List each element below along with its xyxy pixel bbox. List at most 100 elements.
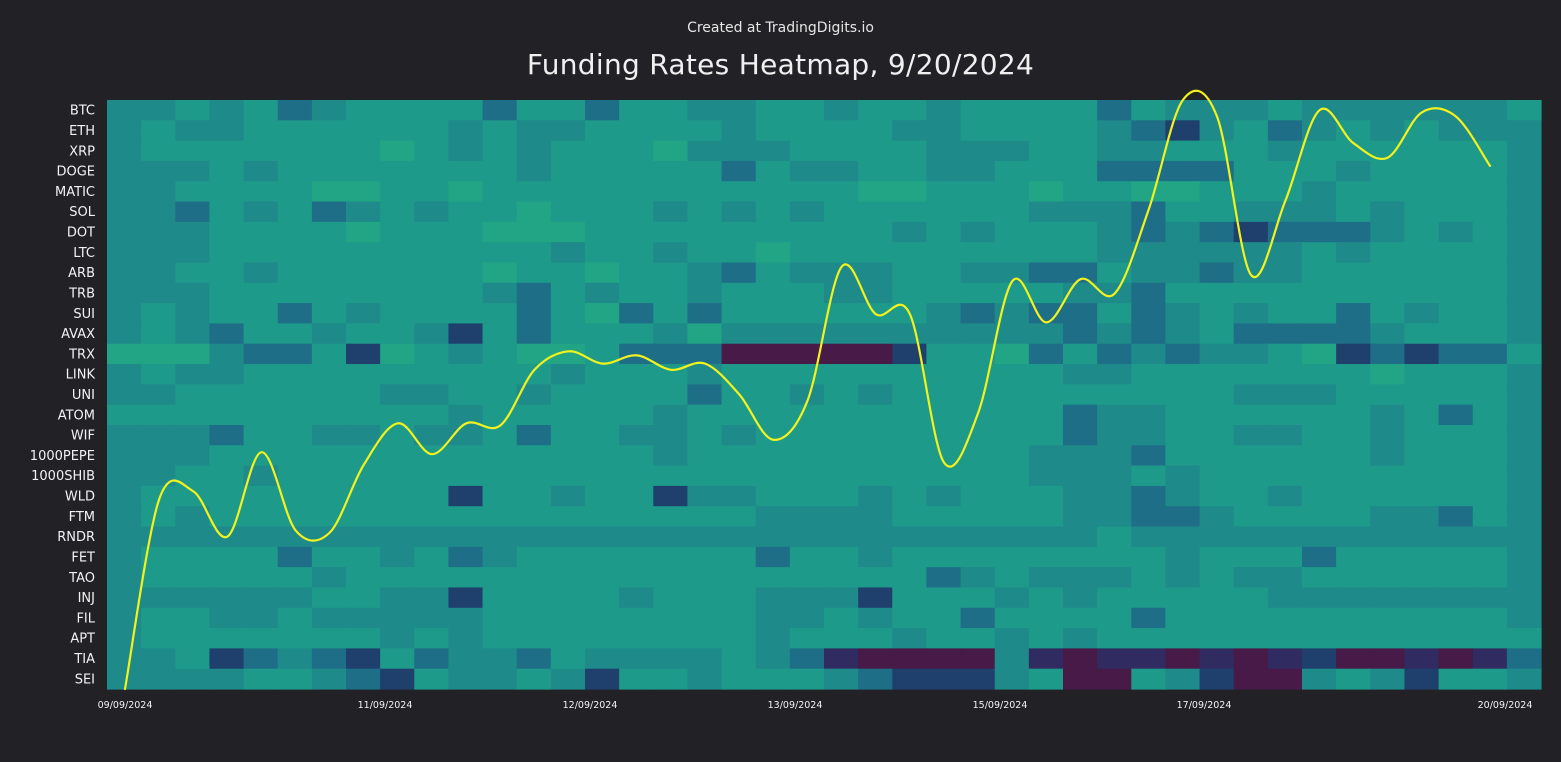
row-label: SEI — [75, 672, 95, 687]
heatmap-cell — [1472, 201, 1508, 223]
heatmap-cell — [516, 404, 552, 426]
heatmap-cell — [1472, 526, 1508, 548]
heatmap-cell — [960, 100, 996, 121]
heatmap-cell — [448, 546, 484, 568]
heatmap-cell — [789, 221, 825, 243]
heatmap-cell — [1199, 160, 1235, 182]
heatmap-cell — [824, 323, 859, 345]
row-label: TRB — [68, 286, 95, 301]
heatmap-cell — [1302, 140, 1337, 162]
heatmap-cell — [346, 120, 381, 142]
heatmap-cell — [1472, 323, 1508, 345]
heatmap-cell — [516, 445, 552, 467]
heatmap-cell — [755, 120, 791, 142]
heatmap-cell — [1438, 465, 1474, 487]
heatmap-cell — [1097, 506, 1132, 528]
heatmap-cell — [1199, 567, 1235, 589]
heatmap-cell — [107, 384, 142, 406]
heatmap-cell — [1165, 546, 1201, 568]
heatmap-cell — [926, 364, 962, 385]
heatmap-cell — [619, 160, 654, 182]
heatmap-cell — [824, 445, 859, 467]
heatmap-cell — [1472, 120, 1508, 142]
heatmap-cell — [175, 140, 211, 162]
heatmap-cell — [448, 668, 484, 690]
heatmap-cell — [175, 160, 211, 182]
heatmap-cell — [243, 120, 279, 142]
heatmap-cell — [141, 120, 176, 142]
heatmap-cell — [585, 526, 620, 548]
heatmap-cell — [1199, 546, 1235, 568]
heatmap-cell — [960, 668, 996, 690]
heatmap-cell — [243, 445, 279, 467]
heatmap-cell — [1131, 526, 1167, 548]
heatmap-cell — [1097, 404, 1132, 426]
heatmap-cell — [926, 201, 962, 223]
heatmap-cell — [892, 242, 928, 264]
heatmap-cell — [1199, 506, 1235, 528]
heatmap-cell — [1028, 485, 1064, 507]
heatmap-cell — [550, 160, 586, 182]
heatmap-cell — [1404, 404, 1440, 426]
heatmap-cell — [1472, 242, 1508, 264]
heatmap-cell — [1028, 242, 1064, 264]
heatmap-cell — [1063, 262, 1098, 284]
heatmap-cell — [1097, 100, 1132, 121]
heatmap-cell — [482, 242, 518, 264]
heatmap-cell — [1097, 160, 1132, 182]
heatmap-cell — [585, 140, 620, 162]
heatmap-cell — [175, 201, 211, 223]
heatmap-cell — [277, 587, 313, 609]
heatmap-cell — [1302, 567, 1337, 589]
heatmap-cell — [1370, 628, 1406, 649]
heatmap-cell — [1199, 607, 1235, 629]
heatmap-cell — [107, 160, 142, 182]
heatmap-cell — [1472, 160, 1508, 182]
heatmap-cell — [1370, 648, 1406, 670]
heatmap-cell — [1233, 668, 1269, 690]
heatmap-cell — [209, 364, 245, 385]
heatmap-cell — [1063, 424, 1098, 446]
heatmap-cell — [721, 424, 757, 446]
heatmap-cell — [1028, 384, 1064, 406]
heatmap-cell — [1404, 445, 1440, 467]
heatmap-cell — [687, 567, 723, 589]
heatmap-cell — [1302, 465, 1337, 487]
heatmap-cell — [209, 181, 245, 203]
heatmap-cell — [1336, 546, 1371, 568]
heatmap-cell — [1131, 668, 1167, 690]
heatmap-cell — [994, 445, 1030, 467]
heatmap-cell — [1267, 567, 1303, 589]
heatmap-cell — [960, 160, 996, 182]
heatmap-cell — [141, 262, 176, 284]
heatmap-cell — [209, 668, 245, 690]
heatmap-cell — [550, 242, 586, 264]
heatmap-cell — [209, 140, 245, 162]
heatmap-cell — [1302, 364, 1337, 385]
heatmap-cell — [243, 384, 279, 406]
row-label: LTC — [73, 246, 95, 261]
heatmap-cell — [209, 424, 245, 446]
heatmap-cell — [1131, 303, 1167, 325]
heatmap-cell — [482, 424, 518, 446]
heatmap-cell — [516, 384, 552, 406]
heatmap-cell — [687, 343, 723, 365]
row-label: LINK — [66, 368, 96, 383]
heatmap-cell — [380, 160, 415, 182]
heatmap-cell — [516, 120, 552, 142]
heatmap-cell — [926, 303, 962, 325]
heatmap-cell — [1370, 485, 1406, 507]
heatmap-cell — [687, 364, 723, 385]
heatmap-cell — [1165, 364, 1201, 385]
heatmap-cell — [789, 181, 825, 203]
heatmap-cell — [1131, 465, 1167, 487]
heatmap-cell — [858, 100, 893, 121]
heatmap-cell — [1336, 221, 1371, 243]
heatmap-cell — [721, 140, 757, 162]
heatmap-cell — [1097, 242, 1132, 264]
heatmap-cell — [926, 628, 962, 649]
row-label: TRX — [68, 347, 95, 362]
heatmap-cell — [1267, 140, 1303, 162]
heatmap-cell — [141, 282, 176, 304]
heatmap-cell — [516, 282, 552, 304]
